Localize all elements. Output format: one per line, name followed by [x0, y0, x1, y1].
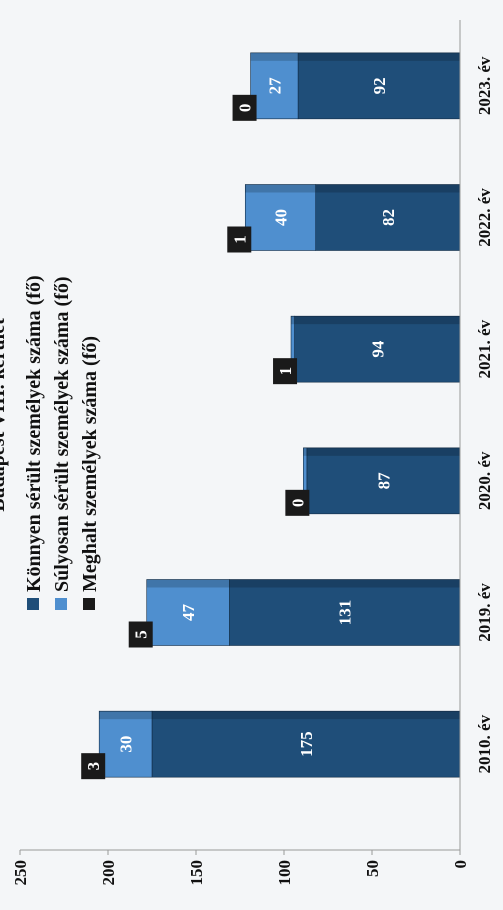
- bar-shade-0-2: [306, 447, 460, 456]
- bar-shade-1-0: [99, 711, 152, 720]
- value-label-konnyen-0: 175: [297, 731, 316, 757]
- value-label-meghalt-5: 0: [236, 104, 255, 113]
- meghalt-label-box-4: [227, 226, 252, 253]
- value-label-konnyen-3: 94: [368, 340, 387, 358]
- bar-shade-0-5: [298, 52, 460, 61]
- value-label-sulyos-1: 47: [179, 604, 198, 622]
- value-label-sulyos-4: 40: [271, 209, 290, 226]
- meghalt-label-box-2: [285, 489, 310, 516]
- bars-layer: 175 30 3 131 47 5 87 0 94 1 82 40 1 92 27 0: [81, 52, 461, 780]
- bar-1-4: [244, 184, 316, 251]
- y-tick-label: 150: [187, 860, 206, 886]
- bar-1-1: [146, 579, 230, 646]
- value-label-meghalt-1: 5: [132, 630, 151, 639]
- category-label-0: 2010. év: [475, 714, 494, 773]
- value-label-meghalt-0: 3: [84, 762, 103, 771]
- bar-shade-0-3: [294, 316, 460, 325]
- value-label-meghalt-4: 1: [230, 235, 249, 244]
- legend-label-2: Meghalt személyek száma (fő): [79, 336, 101, 592]
- legend-label-0: Könnyen sérült személyek száma (fő): [23, 275, 45, 592]
- value-label-meghalt-2: 0: [288, 499, 307, 508]
- category-label-5: 2023. év: [475, 56, 494, 115]
- bar-1-5: [250, 52, 299, 120]
- chart-title: Budapest VIII. kerület: [0, 318, 9, 512]
- legend-swatch-0: [27, 598, 39, 610]
- value-label-konnyen-4: 82: [379, 209, 398, 226]
- meghalt-label-box-3: [273, 358, 298, 385]
- y-tick-label: 250: [11, 860, 30, 886]
- value-label-sulyos-5: 27: [265, 77, 284, 95]
- y-tick-label: 50: [363, 860, 382, 877]
- category-label-2: 2020. év: [475, 451, 494, 510]
- bar-shade-1-2: [303, 447, 307, 456]
- value-label-meghalt-3: 1: [276, 367, 295, 376]
- y-tick-label: 200: [99, 860, 118, 886]
- bar-shade-1-1: [146, 579, 230, 588]
- legend-label-1: Súlyosan sérült személyek száma (fő): [51, 276, 73, 592]
- value-label-konnyen-2: 87: [374, 472, 393, 490]
- bar-shade-0-4: [315, 184, 460, 193]
- value-label-sulyos-0: 30: [117, 736, 136, 753]
- bar-shade-0-0: [152, 711, 460, 720]
- meghalt-label-box-5: [232, 94, 257, 121]
- bar-shade-1-5: [250, 52, 299, 61]
- bar-shade-0-1: [229, 579, 460, 588]
- rotated-plot-group: 175 30 3 131 47 5 87 0 94 1 82 40 1 92 27 0 0 50 100 150 20…: [0, 20, 494, 886]
- bar-shade-1-3: [291, 316, 295, 325]
- value-label-konnyen-1: 131: [336, 600, 355, 626]
- bar-shade-1-4: [245, 184, 316, 193]
- y-tick-label: 100: [275, 860, 294, 886]
- meghalt-label-box-1: [128, 621, 153, 648]
- meghalt-label-box-0: [81, 753, 106, 780]
- legend-layer: Könnyen sérült személyek száma (fő) Súlyo…: [23, 275, 101, 610]
- y-tick-label: 0: [451, 860, 470, 869]
- category-label-1: 2019. év: [475, 583, 494, 642]
- value-label-konnyen-5: 92: [370, 77, 389, 94]
- legend-swatch-1: [55, 598, 67, 610]
- bar-1-0: [98, 710, 153, 778]
- legend-swatch-2: [83, 598, 95, 610]
- category-label-4: 2022. év: [475, 188, 494, 247]
- category-label-3: 2021. év: [475, 319, 494, 378]
